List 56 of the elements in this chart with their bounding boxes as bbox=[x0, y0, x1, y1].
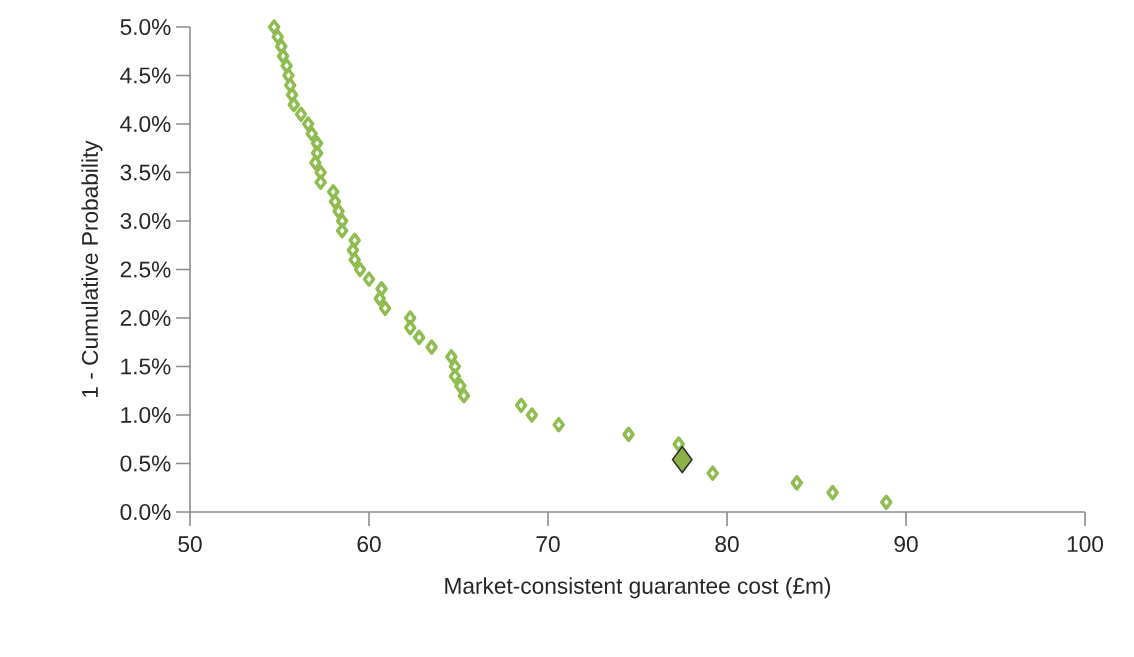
point bbox=[326, 184, 340, 200]
point bbox=[445, 349, 458, 365]
point bbox=[267, 19, 281, 35]
x-tick-label: 90 bbox=[894, 536, 918, 553]
point bbox=[457, 387, 471, 404]
x-tick-label: 60 bbox=[357, 536, 381, 553]
point bbox=[332, 203, 345, 220]
point bbox=[790, 475, 804, 491]
point bbox=[672, 436, 685, 452]
point bbox=[706, 465, 719, 481]
point bbox=[305, 125, 318, 142]
point bbox=[880, 494, 893, 511]
x-tick-label: 50 bbox=[178, 536, 202, 553]
y-axis-title: 1 - Cumulative Probability bbox=[81, 140, 103, 397]
y-tick-label: 5.0% bbox=[120, 18, 171, 36]
point bbox=[448, 368, 462, 384]
point bbox=[403, 319, 417, 336]
point bbox=[301, 116, 315, 132]
point bbox=[412, 329, 426, 346]
y-tick-label: 3.0% bbox=[120, 212, 171, 230]
y-tick-label: 0.0% bbox=[120, 503, 171, 521]
y-tick-label: 4.0% bbox=[120, 115, 171, 133]
point bbox=[309, 155, 322, 171]
y-tick-label: 1.0% bbox=[121, 406, 171, 424]
y-tick-label: 4.5% bbox=[120, 67, 171, 84]
point bbox=[294, 106, 308, 123]
point bbox=[348, 252, 361, 268]
point bbox=[826, 484, 839, 501]
y-tick-label: 2.0% bbox=[120, 309, 171, 327]
x-tick-label: 100 bbox=[1067, 536, 1104, 553]
y-tick-label: 2.5% bbox=[120, 261, 171, 278]
point bbox=[276, 48, 290, 64]
point bbox=[514, 397, 528, 414]
point bbox=[373, 290, 386, 307]
point bbox=[552, 416, 565, 433]
point bbox=[622, 426, 635, 443]
point bbox=[335, 222, 349, 239]
y-tick-label: 0.5% bbox=[120, 455, 171, 472]
y-tick-label: 3.5% bbox=[120, 164, 171, 181]
x-tick-label: 70 bbox=[536, 536, 560, 553]
point bbox=[353, 261, 367, 278]
x-axis-title: Market-consistent guarantee cost (£m) bbox=[445, 577, 831, 599]
point bbox=[378, 300, 392, 317]
point bbox=[671, 445, 693, 474]
point bbox=[525, 407, 539, 423]
point bbox=[314, 174, 327, 190]
point bbox=[271, 28, 284, 45]
x-tick-label: 80 bbox=[715, 536, 739, 553]
point bbox=[454, 378, 467, 394]
y-tick-label: 1.5% bbox=[121, 358, 171, 375]
point bbox=[346, 242, 360, 258]
point bbox=[310, 145, 324, 161]
point bbox=[362, 271, 376, 287]
point bbox=[287, 96, 301, 113]
point bbox=[425, 339, 438, 355]
point bbox=[328, 193, 342, 210]
